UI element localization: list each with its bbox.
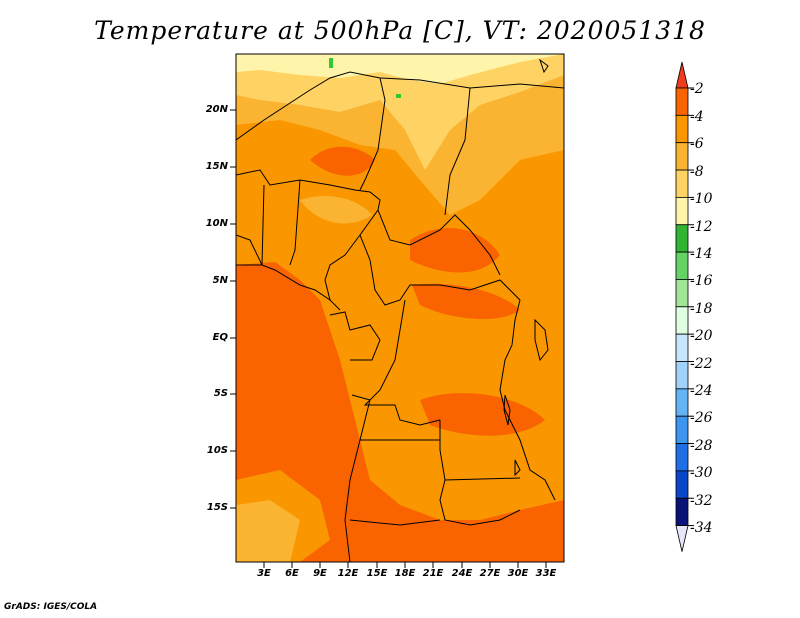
colorbar-label: -16: [690, 273, 713, 289]
colorbar-segment: [675, 279, 689, 308]
colorbar-label: -32: [690, 493, 713, 509]
map-frame: [235, 53, 565, 563]
colorbar-bottom-arrow: [675, 525, 689, 552]
lat-label-15s: 15S: [206, 502, 228, 513]
colorbar-segment: [675, 251, 689, 280]
lat-label-eq: EQ: [212, 332, 228, 343]
temperature-field: [236, 54, 564, 562]
field-se-hotspot: [500, 512, 564, 562]
lon-label-6e: 6E: [285, 568, 299, 579]
colorbar-label: -28: [690, 438, 713, 454]
lon-label-3e: 3E: [257, 568, 271, 579]
colorbar-segment: [675, 169, 689, 198]
field-east-m6: [450, 327, 505, 376]
colorbar-segment: [675, 114, 689, 144]
field-north-m10: [236, 54, 564, 170]
colorbar-label: -22: [690, 356, 713, 372]
lat-label-10n: 10N: [205, 218, 228, 229]
colorbar: [675, 61, 694, 552]
colorbar-segment: [675, 87, 689, 116]
colorbar-segment: [675, 196, 689, 226]
colorbar-label: -10: [690, 191, 713, 207]
colorbar-segment: [675, 224, 689, 253]
country-borders: [236, 58, 564, 562]
lon-label-18e: 18E: [394, 568, 416, 579]
lon-label-21e: 21E: [422, 568, 444, 579]
field-dot-1: [329, 58, 333, 68]
colorbar-segment: [675, 470, 689, 499]
colorbar-segment: [675, 306, 689, 335]
colorbar-label: -20: [690, 328, 713, 344]
map-title: Temperature at 500hPa [C], VT: 202005131…: [94, 16, 706, 45]
lon-label-24e: 24E: [451, 568, 473, 579]
lon-label-30e: 30E: [507, 568, 529, 579]
colorbar-label: -6: [690, 136, 704, 152]
lon-label-9e: 9E: [313, 568, 327, 579]
lat-label-10s: 10S: [206, 445, 228, 456]
field-sw-m8: [236, 500, 300, 562]
lat-label-15n: 15N: [205, 161, 228, 172]
colorbar-label: -30: [690, 465, 713, 481]
lon-label-27e: 27E: [479, 568, 501, 579]
lon-label-33e: 33E: [535, 568, 557, 579]
field-north-m12: [236, 54, 564, 84]
colorbar-top-arrow: [675, 61, 689, 89]
lat-label-5s: 5S: [213, 388, 228, 399]
colorbar-label: -24: [690, 383, 713, 399]
field-south-m4: [420, 392, 545, 436]
colorbar-label: -12: [690, 219, 713, 235]
colorbar-label: -4: [690, 109, 704, 125]
lon-label-12e: 12E: [337, 568, 359, 579]
field-west-m4-b: [236, 300, 330, 400]
lat-label-5n: 5N: [212, 275, 228, 286]
colorbar-segment: [675, 443, 689, 472]
colorbar-label: -26: [690, 410, 713, 426]
lat-ticks: [230, 109, 236, 509]
credit-text: GrADS: IGES/COLA: [4, 602, 98, 612]
colorbar-segment: [675, 497, 689, 527]
lat-label-20n: 20N: [205, 104, 228, 115]
field-patch-chad-m4: [310, 146, 375, 176]
colorbar-label: -18: [690, 301, 713, 317]
lon-label-15e: 15E: [366, 568, 388, 579]
colorbar-label: -8: [690, 164, 704, 180]
colorbar-label: -34: [690, 520, 713, 536]
colorbar-segment: [675, 361, 689, 390]
field-dot-2: [396, 94, 401, 98]
colorbar-label: -14: [690, 246, 713, 262]
colorbar-segment: [675, 388, 689, 417]
field-congo-m4: [412, 283, 520, 320]
colorbar-segment: [675, 142, 689, 171]
colorbar-label: -2: [690, 81, 704, 97]
field-patch-sahel-m8: [300, 195, 372, 224]
colorbar-segment: [675, 333, 689, 362]
colorbar-segment: [675, 415, 689, 444]
lon-ticks: [263, 562, 547, 568]
